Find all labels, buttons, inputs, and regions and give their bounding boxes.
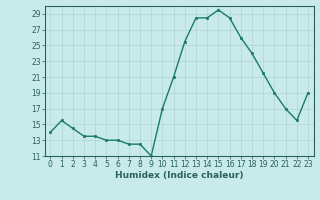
X-axis label: Humidex (Indice chaleur): Humidex (Indice chaleur) bbox=[115, 171, 244, 180]
